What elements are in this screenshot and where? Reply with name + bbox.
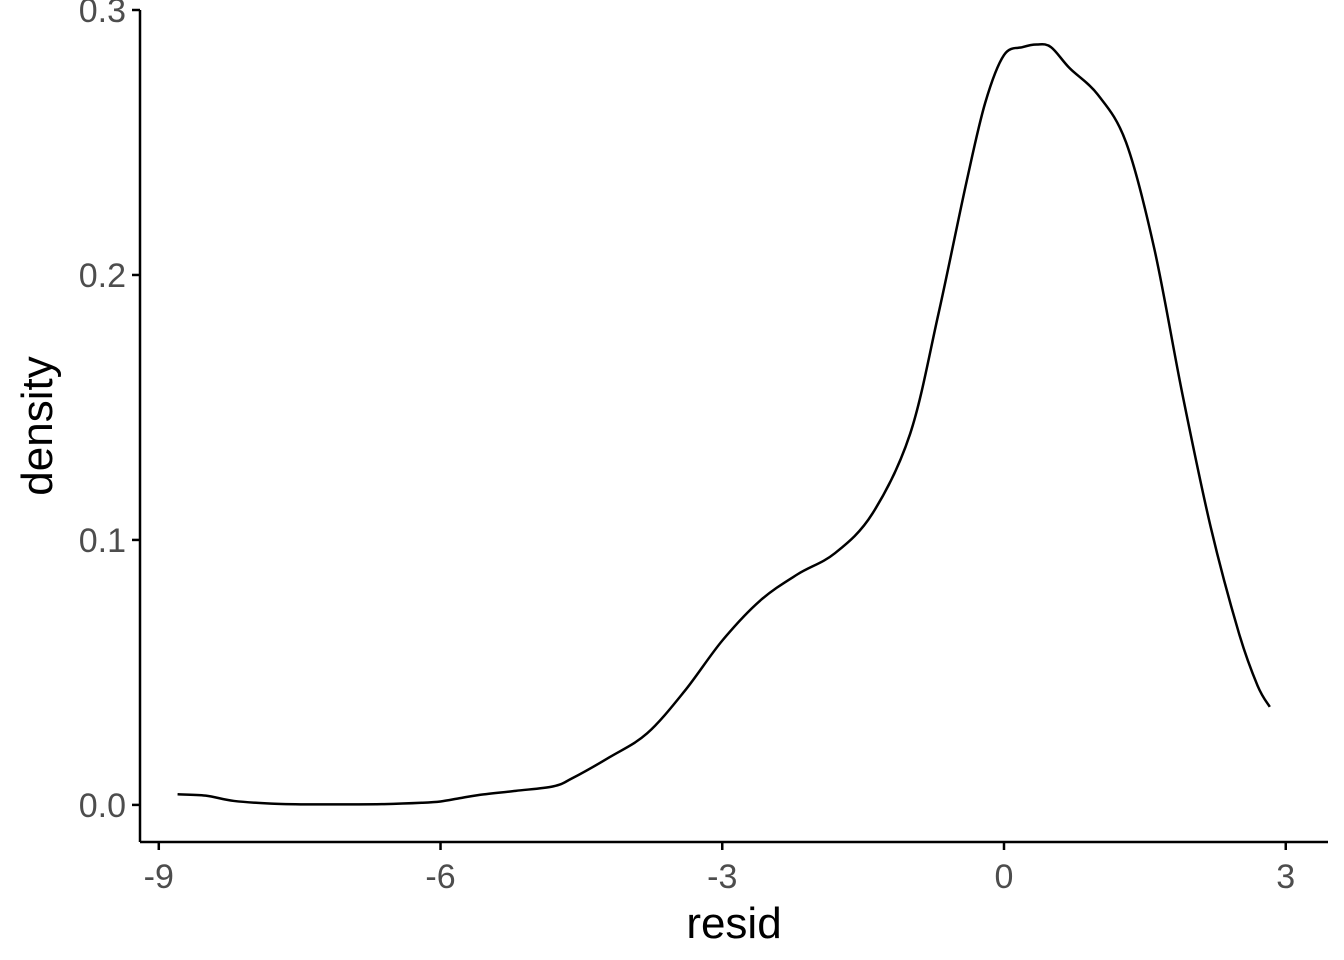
x-tick-label: -9 [144,858,174,896]
x-tick-label: 3 [1276,858,1295,896]
x-axis-ticks: -9 -6 -3 0 3 [144,842,1295,896]
x-axis-title: resid [686,899,781,948]
y-axis-ticks: 0.0 0.1 0.2 0.3 [79,0,140,825]
y-tick-label: 0.1 [79,522,126,560]
x-tick-label: -3 [707,858,737,896]
y-tick-label: 0.3 [79,0,126,30]
x-tick-label: 0 [995,858,1014,896]
y-tick-label: 0.2 [79,257,126,295]
x-tick-label: -6 [425,858,455,896]
y-axis-title: density [13,356,62,495]
y-tick-label: 0.0 [79,787,126,825]
density-curve [177,42,1271,806]
